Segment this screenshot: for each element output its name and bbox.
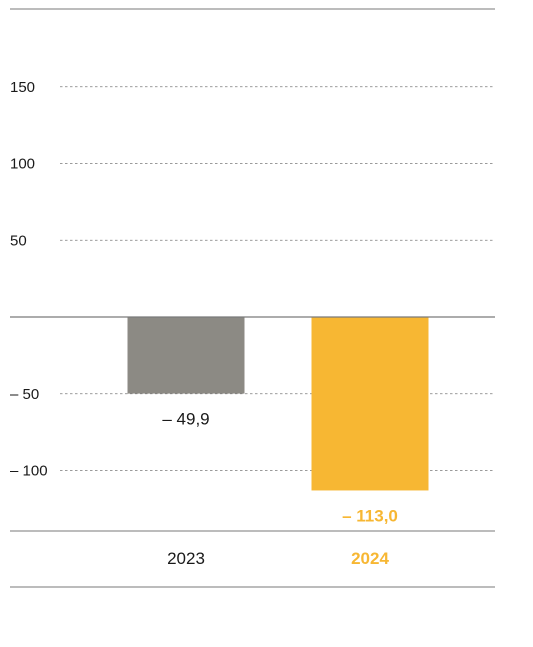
y-tick-label: 50: [10, 232, 27, 249]
category-label-2024: 2024: [351, 549, 389, 568]
y-tick-label: – 100: [10, 463, 48, 480]
category-label-2023: 2023: [167, 549, 205, 568]
category-labels: 2023 2024: [167, 549, 389, 568]
y-tick-label: 150: [10, 79, 35, 96]
y-tick-labels: 150 100 50 – 50 – 100: [10, 79, 48, 480]
bar-2024: [311, 317, 429, 491]
y-tick-label: 100: [10, 156, 35, 173]
value-label-2023: – 49,9: [162, 410, 209, 429]
value-labels: – 49,9 – 113,0: [162, 410, 398, 526]
grid-lines: [60, 86, 495, 471]
bars: [127, 317, 429, 491]
y-tick-label: – 50: [10, 386, 39, 403]
value-label-2024: – 113,0: [342, 506, 398, 525]
bar-2023: [127, 317, 245, 394]
